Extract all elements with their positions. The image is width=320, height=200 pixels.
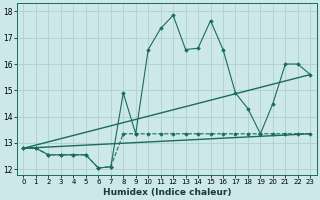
X-axis label: Humidex (Indice chaleur): Humidex (Indice chaleur) <box>103 188 231 197</box>
